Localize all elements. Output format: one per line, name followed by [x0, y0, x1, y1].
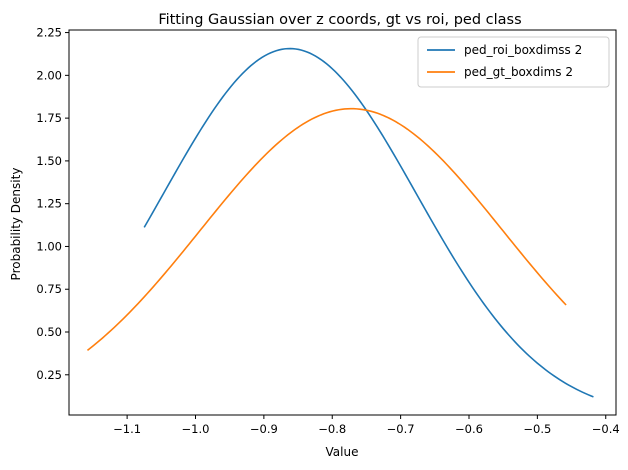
legend-box	[417, 36, 610, 88]
x-tick-label: −0.9	[250, 422, 278, 436]
legend: ped_roi_boxdimss 2 ped_gt_boxdims 2	[417, 36, 610, 88]
plot-frame	[68, 29, 617, 416]
y-tick-label: 2.00	[36, 68, 62, 82]
plot-area	[86, 47, 594, 398]
x-tick-label: −0.5	[523, 422, 551, 436]
x-axis: −1.1 −1.0 −0.9 −0.8 −0.7 −0.6 −0.5 −0.4	[113, 415, 620, 436]
series-line-1	[143, 47, 594, 398]
y-tick-label: 0.25	[36, 368, 62, 382]
x-tick-label: −0.6	[455, 422, 483, 436]
x-axis-label: Value	[326, 445, 359, 459]
x-tick-label: −0.4	[592, 422, 620, 436]
y-tick-label: 1.25	[36, 197, 62, 211]
series-line-2	[86, 107, 567, 351]
y-tick-label: 0.50	[36, 325, 62, 339]
x-tick-label: −0.8	[318, 422, 346, 436]
y-axis: 0.25 0.50 0.75 1.00 1.25 1.50 1.75 2.00 2.25	[36, 26, 69, 382]
legend-label-2: ped_gt_boxdims 2	[464, 65, 573, 79]
y-tick-label: 0.75	[36, 282, 62, 296]
y-axis-label: Probability Density	[9, 168, 23, 281]
legend-label-1: ped_roi_boxdimss 2	[464, 43, 582, 57]
x-tick-label: −1.1	[113, 422, 141, 436]
x-tick-label: −1.0	[182, 422, 210, 436]
y-tick-label: 2.25	[36, 26, 62, 40]
x-tick-label: −0.7	[387, 422, 415, 436]
y-tick-label: 1.75	[36, 111, 62, 125]
y-tick-label: 1.00	[36, 239, 62, 253]
y-tick-label: 1.50	[36, 154, 62, 168]
chart-title: Fitting Gaussian over z coords, gt vs ro…	[158, 12, 521, 28]
